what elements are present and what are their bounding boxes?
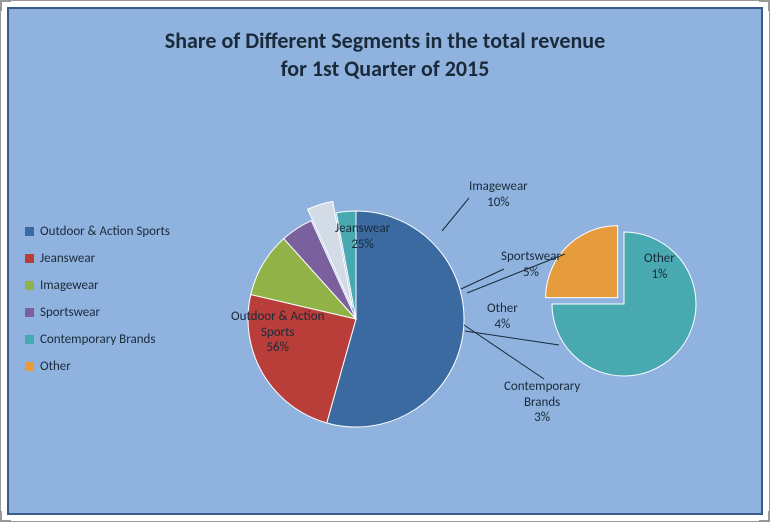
corner-tl [1,1,11,11]
slice-label: Sportswear5% [501,249,561,280]
slice-label: ContemporaryBrands3% [504,379,580,426]
corner-br [759,511,769,521]
slice-label: Other4% [487,301,518,332]
corner-tr [759,1,769,11]
connector-line [465,331,559,345]
slice-label: Other1% [644,251,675,282]
leader-line [461,269,504,289]
slice-label: Imagewear10% [469,179,528,210]
leader-line [442,198,469,231]
outer-frame: Share of Different Segments in the total… [0,0,770,522]
corner-bl [1,511,11,521]
chart-panel: Share of Different Segments in the total… [7,7,763,515]
slice-label: Outdoor & ActionSports56% [231,309,324,356]
slice-label: Jeanswear25% [335,221,390,252]
leader-line [464,325,544,379]
